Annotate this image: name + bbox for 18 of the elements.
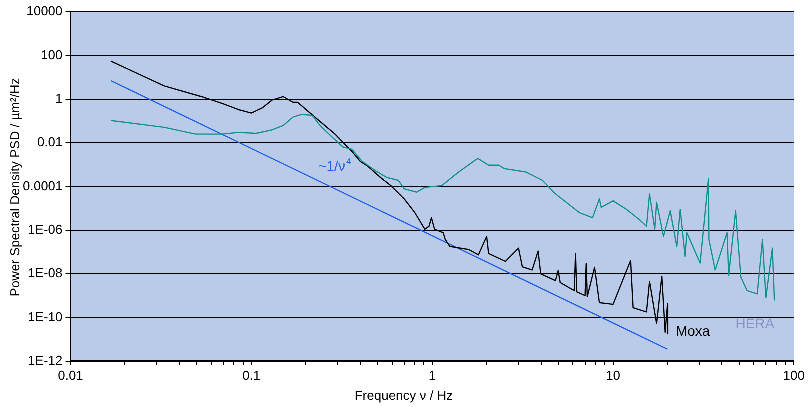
x-tick-label: 0.01 <box>58 368 84 383</box>
y-tick-label: 1 <box>56 90 63 106</box>
x-tick-label: 0.1 <box>242 368 261 383</box>
x-tick-label: 10 <box>606 368 621 383</box>
y-tick-label: 1E-06 <box>28 222 63 237</box>
y-tick-label: 1E-12 <box>28 352 63 368</box>
y-tick-label: 0.01 <box>37 134 63 150</box>
x-axis-title: Frequency ν / Hz <box>354 388 454 403</box>
y-axis-title: Power Spectral Density PSD / µm²/Hz <box>8 77 22 299</box>
series-label: HERA <box>736 316 776 332</box>
y-tick-label: 0.0001 <box>22 178 63 194</box>
y-tick-label: 1E-10 <box>28 309 63 324</box>
y-tick-label: 1E-08 <box>28 266 63 281</box>
series-label: Moxa <box>676 322 710 339</box>
y-tick-label: 100 <box>41 47 63 62</box>
y-tick-label: 10000 <box>26 4 63 19</box>
x-tick-label: 100 <box>783 368 806 383</box>
x-tick-label: 1 <box>428 368 436 383</box>
